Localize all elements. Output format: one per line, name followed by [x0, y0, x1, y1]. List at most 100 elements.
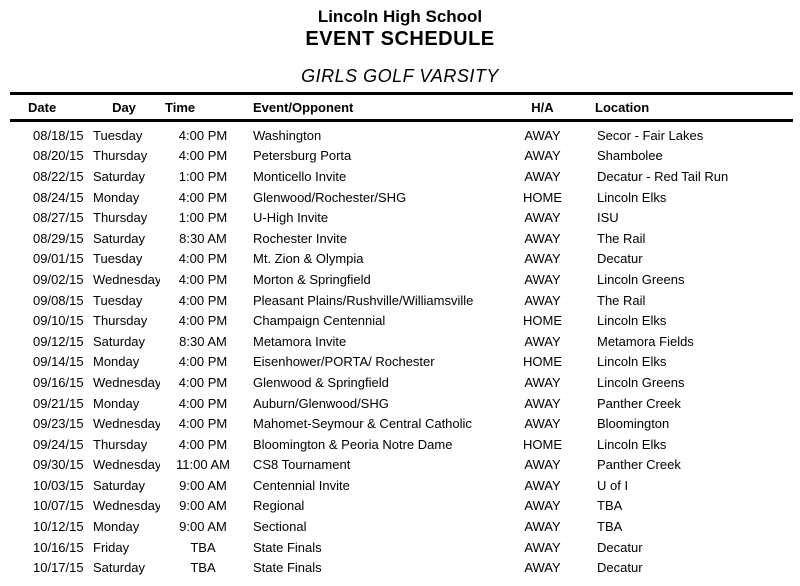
cell-location: ISU [597, 210, 619, 226]
cell-location: Lincoln Elks [597, 354, 667, 370]
cell-date: 10/03/15 [33, 477, 84, 493]
cell-day: Thursday [93, 436, 148, 452]
cell-day: Wednesday [93, 416, 160, 432]
school-name: Lincoln High School [317, 7, 483, 26]
cell-day: Monday [93, 189, 140, 205]
cell-day: Saturday [93, 333, 146, 349]
cell-location: Lincoln Greens [597, 271, 685, 287]
cell-day: Thursday [93, 313, 148, 329]
cell-day: Tuesday [93, 292, 143, 308]
cell-ha: AWAY [524, 498, 561, 514]
column-header-time: Time [165, 99, 196, 115]
cell-time: 4:00 PM [178, 189, 228, 205]
cell-day: Monday [93, 354, 140, 370]
cell-event: Regional [253, 498, 305, 514]
column-header-ha: H/A [531, 99, 554, 115]
column-header-location: Location [595, 99, 650, 115]
cell-location: The Rail [597, 292, 646, 308]
table-row: 09/21/15 Monday 4:00 PM Auburn/Glenwood/SHG… [10, 393, 793, 414]
cell-date: 09/10/15 [33, 313, 84, 329]
cell-event: U-High Invite [253, 210, 329, 226]
cell-ha: AWAY [524, 271, 561, 287]
cell-day: Monday [93, 395, 140, 411]
cell-location: TBA [597, 519, 623, 535]
cell-time: 8:30 AM [179, 333, 227, 349]
cell-ha: HOME [523, 313, 562, 329]
cell-time: 1:00 PM [178, 168, 228, 184]
cell-ha: AWAY [524, 292, 561, 308]
cell-ha: AWAY [524, 416, 561, 432]
cell-time: 4:00 PM [178, 127, 228, 143]
cell-time: 9:00 AM [179, 519, 227, 535]
cell-event: Petersburg Porta [253, 148, 352, 164]
table-row: 10/07/15 Wednesday 9:00 AM Regional AWAY TBA [10, 496, 793, 517]
cell-time: 1:00 PM [178, 210, 228, 226]
cell-date: 08/24/15 [33, 189, 84, 205]
cell-ha: AWAY [524, 374, 561, 390]
cell-location: Lincoln Elks [597, 313, 667, 329]
cell-date: 09/21/15 [33, 395, 84, 411]
cell-location: Decatur [597, 539, 643, 555]
table-row: 10/17/15 Saturday TBA State Finals AWAY Decat… [10, 557, 793, 578]
table-row: 09/12/15 Saturday 8:30 AM Metamora Invite AW… [10, 331, 793, 352]
cell-event: Morton & Springfield [253, 271, 371, 287]
column-header-date: Date [28, 99, 57, 115]
cell-location: Secor - Fair Lakes [597, 127, 704, 143]
table-row: 09/01/15 Tuesday 4:00 PM Mt. Zion & Olympia… [10, 249, 793, 270]
cell-event: Mahomet-Seymour & Central Catholic [253, 416, 472, 432]
table-row: 09/02/15 Wednesday 4:00 PM Morton & Springf… [10, 269, 793, 290]
cell-date: 09/30/15 [33, 457, 84, 473]
cell-date: 09/23/15 [33, 416, 84, 432]
cell-location: U of I [597, 477, 629, 493]
cell-ha: AWAY [524, 560, 561, 576]
page-title: EVENT SCHEDULE [305, 28, 495, 50]
cell-day: Saturday [93, 560, 146, 576]
table-row: 09/30/15 Wednesday 11:00 AM CS8 Tournament A… [10, 455, 793, 476]
cell-location: TBA [597, 498, 623, 514]
cell-date: 09/12/15 [33, 333, 84, 349]
cell-location: Panther Creek [597, 395, 681, 411]
cell-ha: HOME [523, 436, 562, 452]
cell-date: 09/02/15 [33, 271, 84, 287]
cell-event: Rochester Invite [253, 230, 347, 246]
table-row: 08/27/15 Thursday 1:00 PM U-High Invite AWAY… [10, 207, 793, 228]
cell-event: Glenwood/Rochester/SHG [253, 189, 407, 205]
cell-location: The Rail [597, 230, 646, 246]
cell-ha: AWAY [524, 395, 561, 411]
cell-date: 08/22/15 [33, 168, 84, 184]
cell-time: 4:00 PM [178, 271, 228, 287]
table-body: 08/18/15 Tuesday 4:00 PM Washington AWAY Seco… [10, 122, 793, 578]
cell-event: Washington [253, 127, 322, 143]
cell-time: 4:00 PM [178, 395, 228, 411]
cell-event: State Finals [253, 539, 322, 555]
table-row: 09/23/15 Wednesday 4:00 PM Mahomet-Seymour … [10, 413, 793, 434]
cell-time: 9:00 AM [179, 477, 227, 493]
cell-day: Tuesday [93, 251, 143, 267]
cell-date: 10/17/15 [33, 560, 84, 576]
cell-time: 8:30 AM [179, 230, 227, 246]
cell-location: Lincoln Greens [597, 374, 685, 390]
cell-ha: AWAY [524, 333, 561, 349]
cell-date: 09/16/15 [33, 374, 84, 390]
cell-event: Monticello Invite [253, 168, 347, 184]
cell-date: 08/20/15 [33, 148, 84, 164]
page-header: Lincoln High School EVENT SCHEDULE GIRLS… [0, 0, 800, 87]
cell-day: Wednesday [93, 498, 160, 514]
cell-time: 4:00 PM [178, 374, 228, 390]
cell-time: 11:00 AM [176, 457, 230, 473]
schedule-table: Date Day Time Event/Opponent H/A Locatio… [10, 92, 793, 578]
cell-event: State Finals [253, 560, 322, 576]
cell-day: Thursday [93, 210, 148, 226]
cell-event: Bloomington & Peoria Notre Dame [253, 436, 453, 452]
cell-event: Auburn/Glenwood/SHG [253, 395, 389, 411]
cell-time: 4:00 PM [178, 354, 228, 370]
cell-ha: AWAY [524, 477, 561, 493]
team-subtitle: GIRLS GOLF VARSITY [301, 66, 499, 86]
cell-ha: AWAY [524, 251, 561, 267]
cell-ha: HOME [523, 189, 562, 205]
cell-event: Eisenhower/PORTA/ Rochester [253, 354, 435, 370]
cell-location: Lincoln Elks [597, 436, 667, 452]
cell-day: Saturday [93, 477, 146, 493]
table-row: 08/22/15 Saturday 1:00 PM Monticello Invite… [10, 166, 793, 187]
